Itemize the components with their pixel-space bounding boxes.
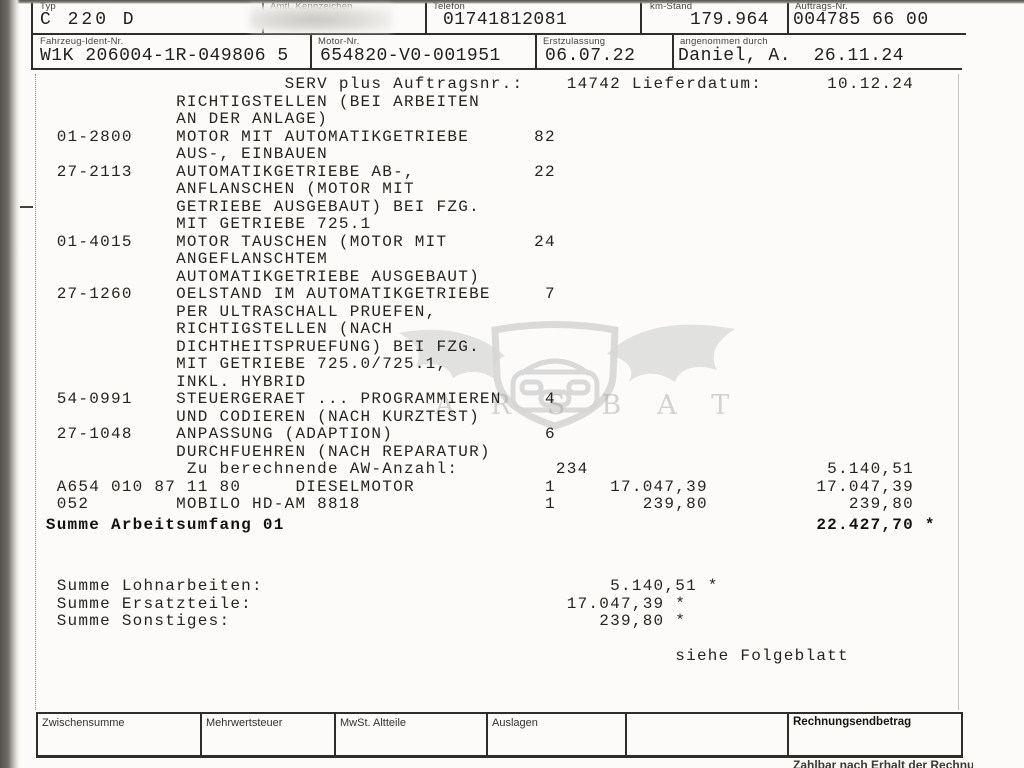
field-label-telefon: Telefon xyxy=(433,1,466,12)
footer-divider xyxy=(486,712,488,755)
footer-label-zwischensumme: Zwischensumme xyxy=(42,717,125,729)
field-label-angenommen-durch: angenommen durch xyxy=(680,36,768,47)
field-value-erstzulassung: 06.07.22 xyxy=(545,46,636,66)
header-divider xyxy=(310,33,312,68)
field-value-km-stand: 179.964 xyxy=(690,10,770,30)
totals-block: Summe Lohnarbeiten: 5.140,51 * Summe Ers… xyxy=(56,577,849,665)
car-shield-bat-wings-icon xyxy=(399,321,735,430)
body-left-border xyxy=(35,74,36,710)
field-label-auftrags-nr: Auftrags-Nr. xyxy=(795,1,849,12)
header-divider xyxy=(787,0,789,33)
field-value-angenommen-durch: Daniel, A. 26.11.24 xyxy=(678,46,905,66)
field-value-auftrags-nr: 004785 66 00 xyxy=(793,10,929,30)
field-value-telefon: 01741812081 xyxy=(443,10,568,30)
footer-divider xyxy=(787,712,789,755)
footer-divider xyxy=(625,712,627,755)
field-label-fahrzeug-ident-nr: Fahrzeug-Ident-Nr. xyxy=(40,36,124,47)
header-divider xyxy=(425,0,427,33)
field-value-motor-nr: 654820-V0-001951 xyxy=(320,46,501,66)
field-label-motor-nr: Motor-Nr. xyxy=(318,36,360,47)
clipped-bottom-text: Zahlbar nach Erhalt der Rechnung xyxy=(793,758,973,768)
header-divider xyxy=(535,33,537,68)
work-items-listing: SERV plus Auftragsnr.: 14742 Lieferdatum… xyxy=(56,75,914,513)
field-label-typ: Typ xyxy=(40,1,56,12)
field-label-km-stand: km-Stand xyxy=(650,1,693,12)
watermark-logo: ARSBAT xyxy=(383,316,753,434)
redacted-license-plate xyxy=(250,5,392,32)
watermark-text: ARSBAT xyxy=(435,390,766,421)
field-label-erstzulassung: Erstzulassung xyxy=(543,36,606,47)
footer-top-rule xyxy=(36,712,963,714)
footer-right-border xyxy=(961,712,963,755)
field-value-typ: C 220 D xyxy=(40,10,137,30)
header-divider xyxy=(640,0,642,33)
scan-edge-left xyxy=(0,0,20,768)
sum-arbeitsumfang-line: Summe Arbeitsumfang 01 22.427,70 * xyxy=(35,516,936,534)
footer-label-rechnungsendbetrag: Rechnungsendbetrag xyxy=(793,716,912,728)
registration-tick xyxy=(20,206,33,208)
footer-label-mwst-altteile: MwSt. Altteile xyxy=(340,717,407,729)
footer-divider xyxy=(200,712,202,755)
footer-divider xyxy=(334,712,336,755)
footer-bottom-rule xyxy=(36,755,963,758)
field-value-fahrzeug-ident-nr: W1K 206004-1R-049806 5 xyxy=(40,46,289,66)
scan-edge-top xyxy=(0,0,1024,4)
footer-label-auslagen: Auslagen xyxy=(492,717,538,729)
header-row2-bottom-rule xyxy=(31,68,962,70)
body-right-border xyxy=(958,74,959,710)
footer-label-mehrwertsteuer: Mehrwertsteuer xyxy=(206,717,283,729)
header-divider xyxy=(672,33,674,68)
footer-divider xyxy=(36,712,38,755)
header-row1-bottom-rule xyxy=(31,33,966,35)
